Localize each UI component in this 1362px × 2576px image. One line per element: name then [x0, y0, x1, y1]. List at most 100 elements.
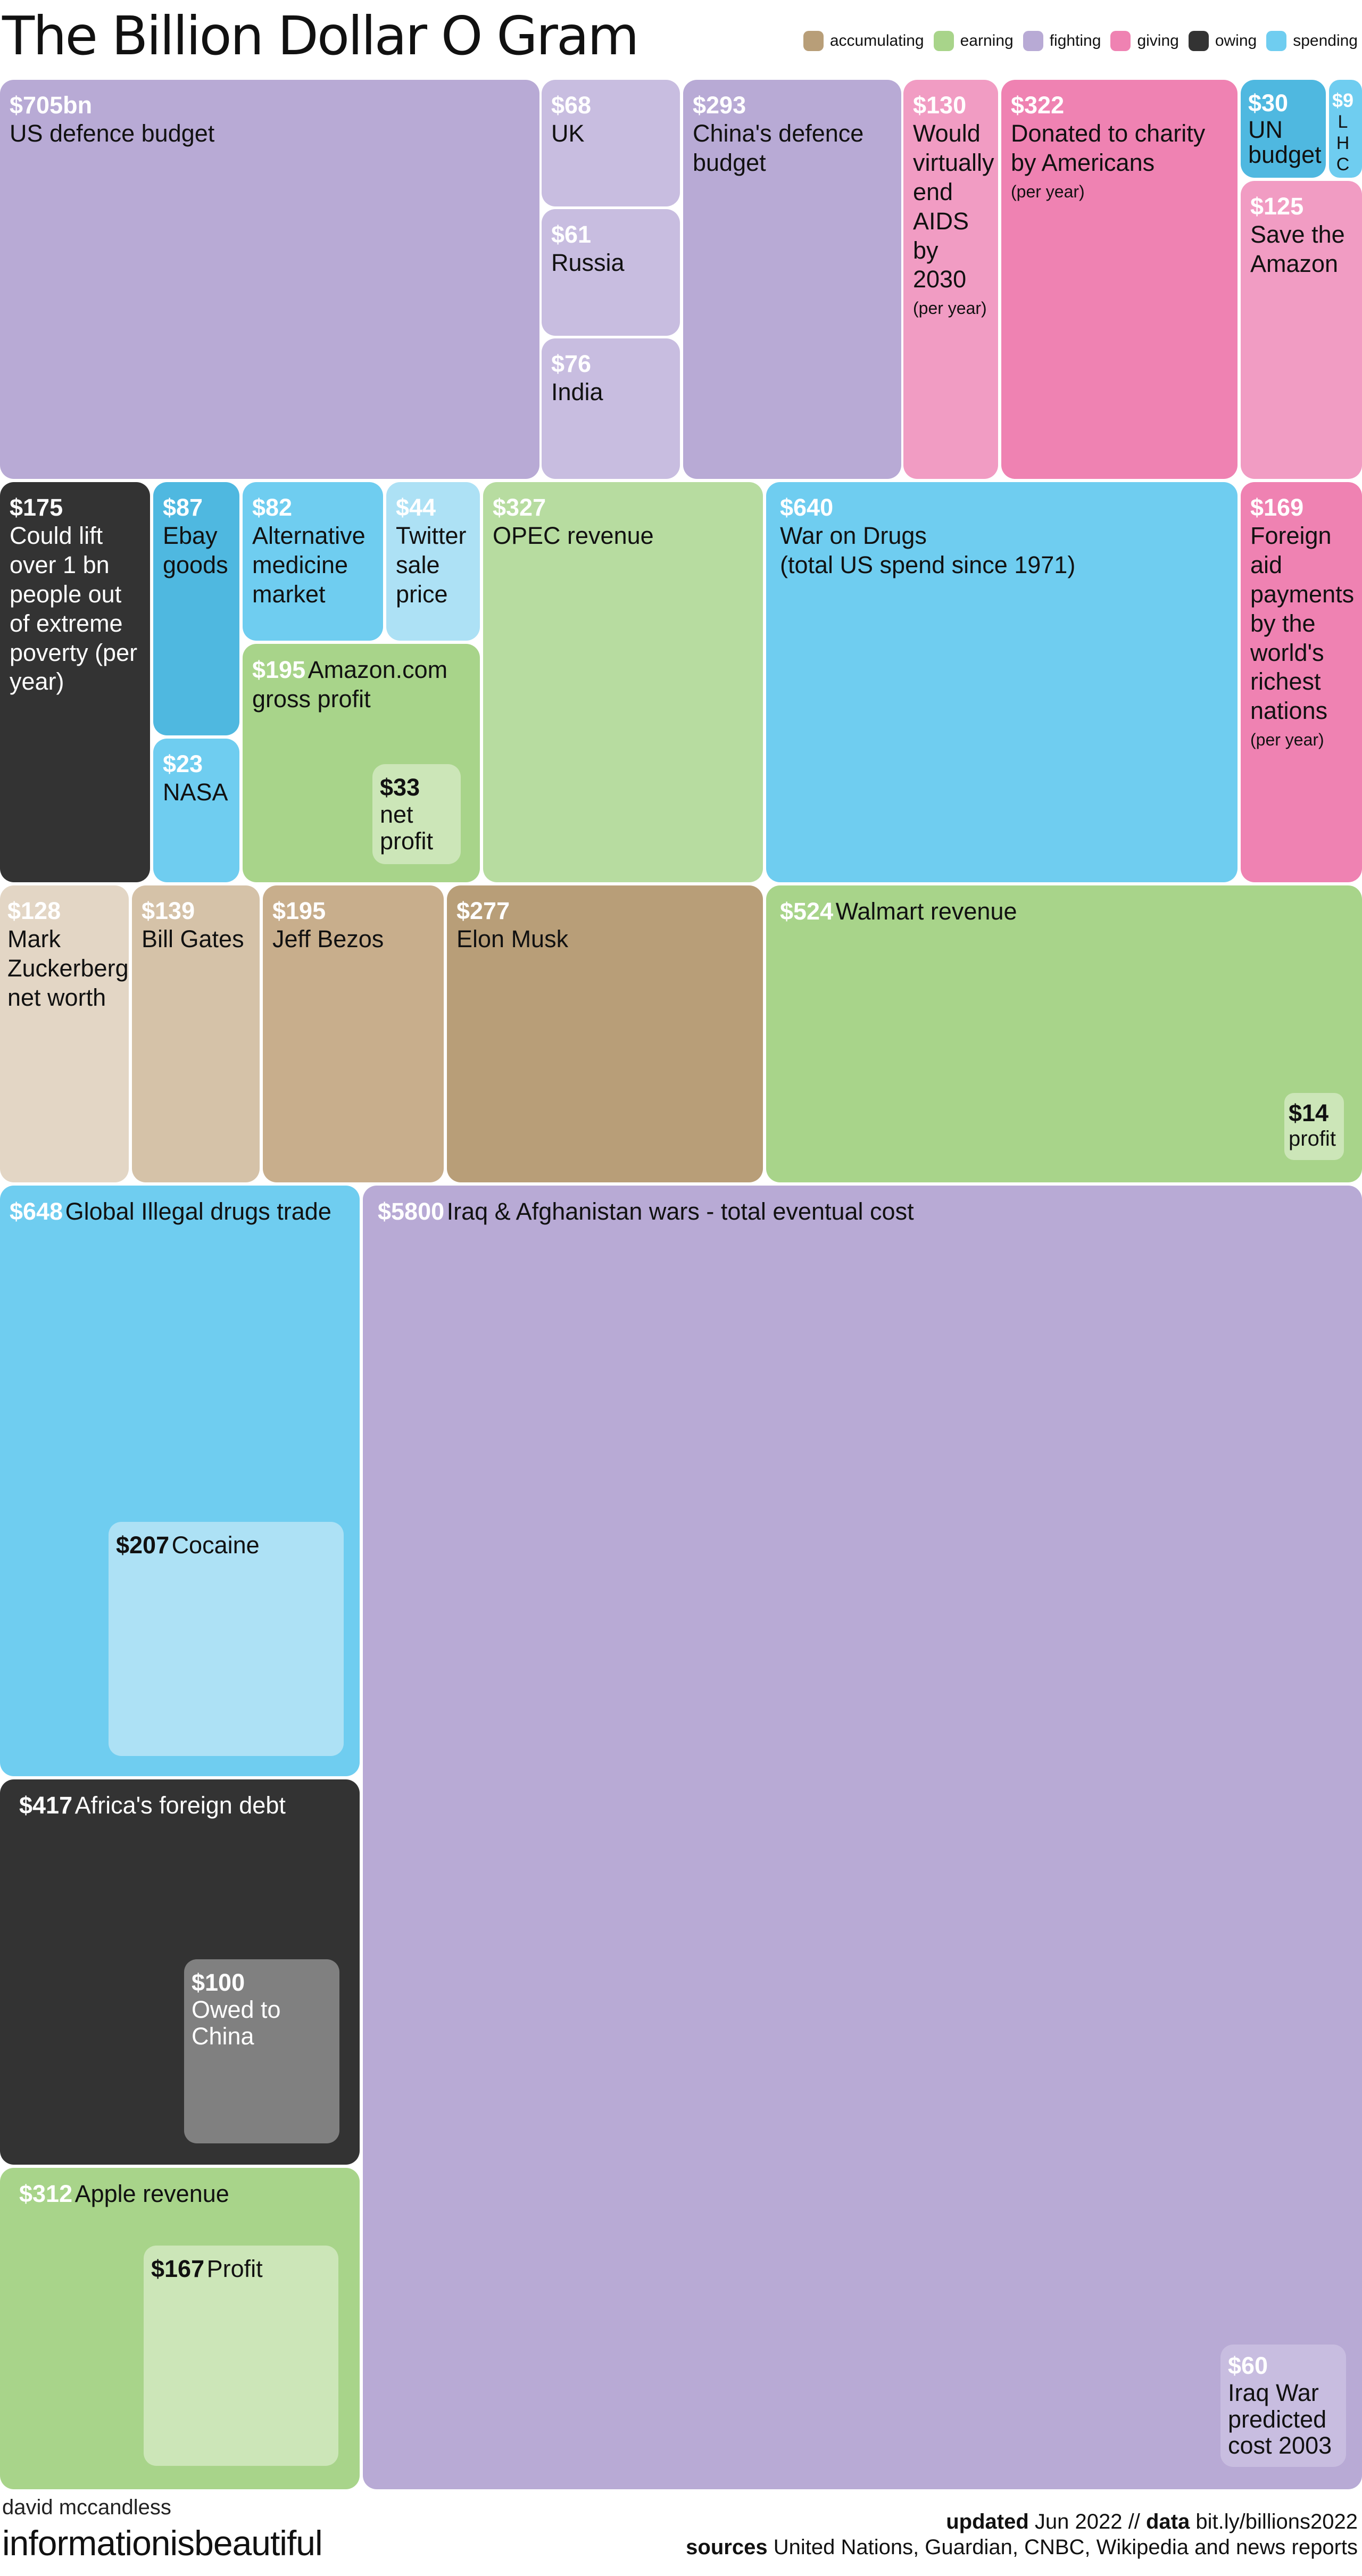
tile-label: UK	[551, 120, 585, 147]
tile-amount: $640	[780, 494, 834, 521]
tile-note: (per year)	[1250, 730, 1324, 750]
legend-swatch	[1188, 31, 1209, 51]
tile-amount: $30	[1248, 89, 1289, 117]
tile-label: OPEC revenue	[493, 522, 654, 549]
tile-amount: $61	[551, 221, 592, 248]
tile-label: Russia	[551, 249, 625, 276]
tile-un: $30 UN budget	[1241, 80, 1326, 178]
inner-label: net profit	[380, 801, 434, 855]
legend-label: fighting	[1049, 32, 1101, 49]
inner-amount: $100	[192, 1969, 245, 1996]
legend: accumulating earning fighting giving owi…	[803, 31, 1358, 51]
legend-item-owing: owing	[1188, 31, 1257, 51]
tile-lhc: $9 LHC	[1329, 80, 1362, 178]
inner-cocaine: $207 Cocaine	[109, 1522, 344, 1756]
tile-label: UN budget	[1248, 116, 1322, 169]
inner-walmart-profit: $14 profit	[1284, 1093, 1344, 1160]
tile-amount: $417	[19, 1792, 73, 1819]
tile-gates: $139 Bill Gates	[132, 885, 260, 1182]
updated-line: updated Jun 2022 // data bit.ly/billions…	[686, 2509, 1358, 2534]
legend-label: earning	[960, 32, 1014, 49]
footer-sources: updated Jun 2022 // data bit.ly/billions…	[686, 2509, 1358, 2560]
legend-swatch	[1023, 31, 1043, 51]
updated-label: updated	[946, 2510, 1029, 2533]
tile-amount: $277	[456, 897, 510, 924]
tile-amount: $195	[252, 656, 306, 683]
tile-label: Elon Musk	[456, 925, 569, 952]
tile-war-on-drugs: $640 War on Drugs (total US spend since …	[766, 482, 1238, 882]
tile-label: War on Drugs	[780, 522, 927, 549]
tile-label: Walmart revenue	[835, 898, 1017, 925]
tile-amount: $128	[7, 897, 61, 924]
tile-label: Alternative medicine market	[252, 522, 366, 608]
tile-china-defence: $293 China's defence budget	[683, 80, 901, 479]
legend-item-spending: spending	[1266, 31, 1358, 51]
tile-amount: $125	[1250, 193, 1304, 220]
tile-amount: $23	[163, 750, 203, 777]
tile-charity: $322 Donated to charity by Americans (pe…	[1001, 80, 1238, 479]
page-title: The Billion Dollar O Gram	[2, 5, 640, 67]
tile-amount: $648	[10, 1198, 63, 1225]
sources-value: United Nations, Guardian, CNBC, Wikipedi…	[773, 2536, 1358, 2559]
author-name: david mccandless	[2, 2496, 171, 2519]
tile-aids: $130 Would virtually end AIDS by 2030 (p…	[903, 80, 998, 479]
tile-illegal-drugs: $648 Global Illegal drugs trade $207 Coc…	[0, 1186, 360, 1776]
tile-amount: $87	[163, 494, 203, 521]
tile-label: Would virtually end AIDS by 2030	[913, 120, 994, 293]
tile-label: Donated to charity by Americans	[1011, 120, 1206, 176]
tile-foreign-aid: $169 Foreign aid payments by the world's…	[1241, 482, 1362, 882]
tile-amount: $9	[1332, 89, 1354, 111]
tile-label: Could lift over 1 bn people out of extre…	[10, 522, 138, 695]
tile-label: Africa's foreign debt	[74, 1792, 286, 1819]
inner-amount: $207	[116, 1531, 170, 1559]
legend-label: accumulating	[829, 32, 924, 49]
tile-india: $76 India	[542, 338, 680, 479]
legend-swatch	[933, 31, 954, 51]
tile-label: Bill Gates	[142, 925, 244, 952]
footer-credits: david mccandless informationisbeautiful	[2, 2496, 323, 2563]
tile-musk: $277 Elon Musk	[447, 885, 763, 1182]
tile-amount: $327	[493, 494, 546, 521]
tile-note: (per year)	[913, 299, 987, 318]
inner-china-owed: $100 Owed to China	[184, 1959, 339, 2143]
tile-label: Iraq & Afghanistan wars - total eventual…	[446, 1198, 914, 1225]
tile-russia: $61 Russia	[542, 209, 680, 336]
data-label: data	[1145, 2510, 1190, 2533]
tile-label: Save the Amazon	[1250, 221, 1345, 277]
tile-uk: $68 UK	[542, 80, 680, 206]
inner-label: Iraq War predicted cost 2003	[1228, 2379, 1332, 2459]
tile-nasa: $23 NASA	[153, 739, 239, 882]
inner-iraq-predicted: $60 Iraq War predicted cost 2003	[1220, 2345, 1346, 2467]
tile-amount: $322	[1011, 92, 1065, 119]
tile-zuckerberg: $128 Mark Zuckerberg net worth	[0, 885, 129, 1182]
legend-item-fighting: fighting	[1023, 31, 1101, 51]
tile-iraq-afghanistan: $5800 Iraq & Afghanistan wars - total ev…	[363, 1186, 1362, 2489]
inner-label: Owed to China	[192, 1996, 281, 2050]
tile-label: Foreign aid payments by the world's rich…	[1250, 522, 1355, 725]
tile-ebay: $87 Ebay goods	[153, 482, 239, 735]
legend-label: giving	[1137, 32, 1179, 49]
tile-amount: $82	[252, 494, 293, 521]
tile-amount: $195	[272, 897, 326, 924]
data-link[interactable]: bit.ly/billions2022	[1195, 2510, 1358, 2533]
tile-label: US defence budget	[10, 120, 215, 147]
tile-label: Ebay goods	[163, 522, 228, 578]
legend-swatch	[803, 31, 824, 51]
tile-amount: $705bn	[10, 92, 93, 119]
inner-amount: $33	[380, 774, 420, 801]
tile-label: Global Illegal drugs trade	[65, 1198, 331, 1225]
tile-africa-debt: $417 Africa's foreign debt $100 Owed to …	[0, 1779, 360, 2165]
legend-swatch	[1110, 31, 1131, 51]
brand-logo: informationisbeautiful	[2, 2523, 323, 2563]
inner-amazon-net: $33 net profit	[372, 764, 461, 864]
tile-amount: $44	[396, 494, 436, 521]
tile-label: China's defence budget	[693, 120, 864, 176]
inner-label: Cocaine	[171, 1531, 260, 1559]
inner-label: profit	[1289, 1127, 1336, 1150]
tile-label-2: (total US spend since 1971)	[780, 551, 1076, 578]
tile-amount: $169	[1250, 494, 1304, 521]
legend-item-accumulating: accumulating	[803, 31, 924, 51]
tile-amount: $312	[19, 2180, 73, 2207]
tile-amount: $175	[10, 494, 63, 521]
tile-amazon-profit: $195 Amazon.com gross profit $33 net pro…	[243, 644, 480, 882]
